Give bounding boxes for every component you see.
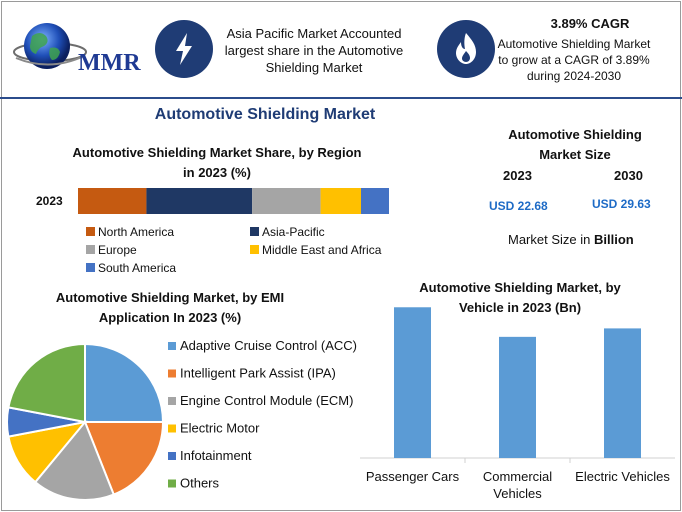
pie-legend-swatch xyxy=(168,479,176,488)
market-size-value-2030: USD 29.63 xyxy=(592,197,651,211)
pie-slice-intelligent-park-assist-ipa xyxy=(83,421,165,496)
region-legend-south-america: South America xyxy=(98,261,176,275)
region-category-label: 2023 xyxy=(36,194,63,208)
page-title: Automotive Shielding Market xyxy=(154,106,376,123)
header-divider xyxy=(0,97,682,99)
market-size-unit-note: Market Size in Billion xyxy=(508,232,634,247)
market-size-year-2030: 2030 xyxy=(614,168,643,183)
region-share-chart: 2023 North America Asia-Pacific Europe Middl… xyxy=(36,188,389,275)
pie-legend-swatch xyxy=(168,424,176,433)
region-legend-swatch xyxy=(86,263,95,272)
pie-legend-electric-motor: Electric Motor xyxy=(180,421,260,436)
region-legend-swatch xyxy=(250,227,259,236)
pie-legend-adaptive-cruise-control-acc: Adaptive Cruise Control (ACC) xyxy=(180,338,357,353)
logo-text: MMR xyxy=(78,50,141,76)
flame-icon xyxy=(456,33,476,64)
lightning-icon xyxy=(176,33,192,65)
region-legend-asia-pacific: Asia-Pacific xyxy=(262,225,325,239)
pie-slice-adaptive-cruise-control-acc xyxy=(84,342,165,423)
unit-note-prefix: Market Size in xyxy=(508,232,594,247)
pie-legend-swatch xyxy=(168,369,176,378)
pie-slice-engine-control-module-ecm xyxy=(33,420,116,501)
pie-legend-infotainment: Infotainment xyxy=(180,448,252,463)
pie-legend-swatch xyxy=(168,397,176,405)
region-bar-middle-east-and-africa xyxy=(320,188,362,214)
region-legend-north-america: North America xyxy=(98,225,174,239)
vehicle-bar-commercial-vehicles xyxy=(499,336,536,458)
unit-note-bold: Billion xyxy=(593,232,634,247)
region-chart-title: Automotive Shielding Market Share, by Re… xyxy=(72,145,362,180)
vehicle-bar-electric-vehicles xyxy=(604,328,641,458)
market-size-year-2023: 2023 xyxy=(503,168,532,183)
pie-legend-intelligent-park-assist-ipa: Intelligent Park Assist (IPA) xyxy=(180,366,336,381)
lightning-badge xyxy=(155,20,213,78)
pie-legend-engine-control-module-ecm: Engine Control Module (ECM) xyxy=(180,393,353,408)
header: MMR Asia Pacific Market Accounted larges… xyxy=(0,0,682,96)
region-legend-middle-east-and-africa: Middle East and Africa xyxy=(262,243,382,257)
vehicle-category-label: Passenger Cars xyxy=(366,469,460,484)
globe-icon xyxy=(13,23,87,69)
vehicle-bar-passenger-cars xyxy=(394,307,431,458)
emi-application-chart: Adaptive Cruise Control (ACC) Intelligent… xyxy=(6,338,357,501)
cagr-text: Automotive Shielding Market to grow at a… xyxy=(497,37,651,83)
cagr-title: 3.89% CAGR xyxy=(550,16,630,31)
region-legend-europe: Europe xyxy=(98,243,137,257)
emi-chart-title: Automotive Shielding Market, by EMI Appl… xyxy=(55,290,285,325)
market-size-title: Automotive Shielding Market Size xyxy=(508,127,642,162)
vehicle-chart-title: Automotive Shielding Market, by Vehicle … xyxy=(419,280,621,315)
fact-asia-pacific: Asia Pacific Market Accounted largest sh… xyxy=(224,26,404,75)
pie-legend-swatch xyxy=(168,342,176,350)
vehicle-chart: Passenger Cars Commercial Vehicles Electric… xyxy=(360,307,675,501)
mmr-logo: MMR xyxy=(12,18,147,80)
pie-slice-others xyxy=(7,342,86,424)
region-bar-south-america xyxy=(361,188,389,214)
region-bar-europe xyxy=(252,188,321,214)
region-legend-swatch xyxy=(86,227,95,236)
flame-badge xyxy=(437,20,495,78)
region-bar-north-america xyxy=(78,188,147,214)
vehicle-category-label: Commercial Vehicles xyxy=(483,469,552,501)
market-size-value-2023: USD 22.68 xyxy=(489,199,548,213)
region-bar-asia-pacific xyxy=(146,188,253,214)
pie-legend-swatch xyxy=(168,452,176,460)
region-legend-swatch xyxy=(250,245,259,254)
region-legend-swatch xyxy=(86,245,95,254)
vehicle-category-label: Electric Vehicles xyxy=(575,469,670,484)
pie-legend-others: Others xyxy=(180,476,220,491)
